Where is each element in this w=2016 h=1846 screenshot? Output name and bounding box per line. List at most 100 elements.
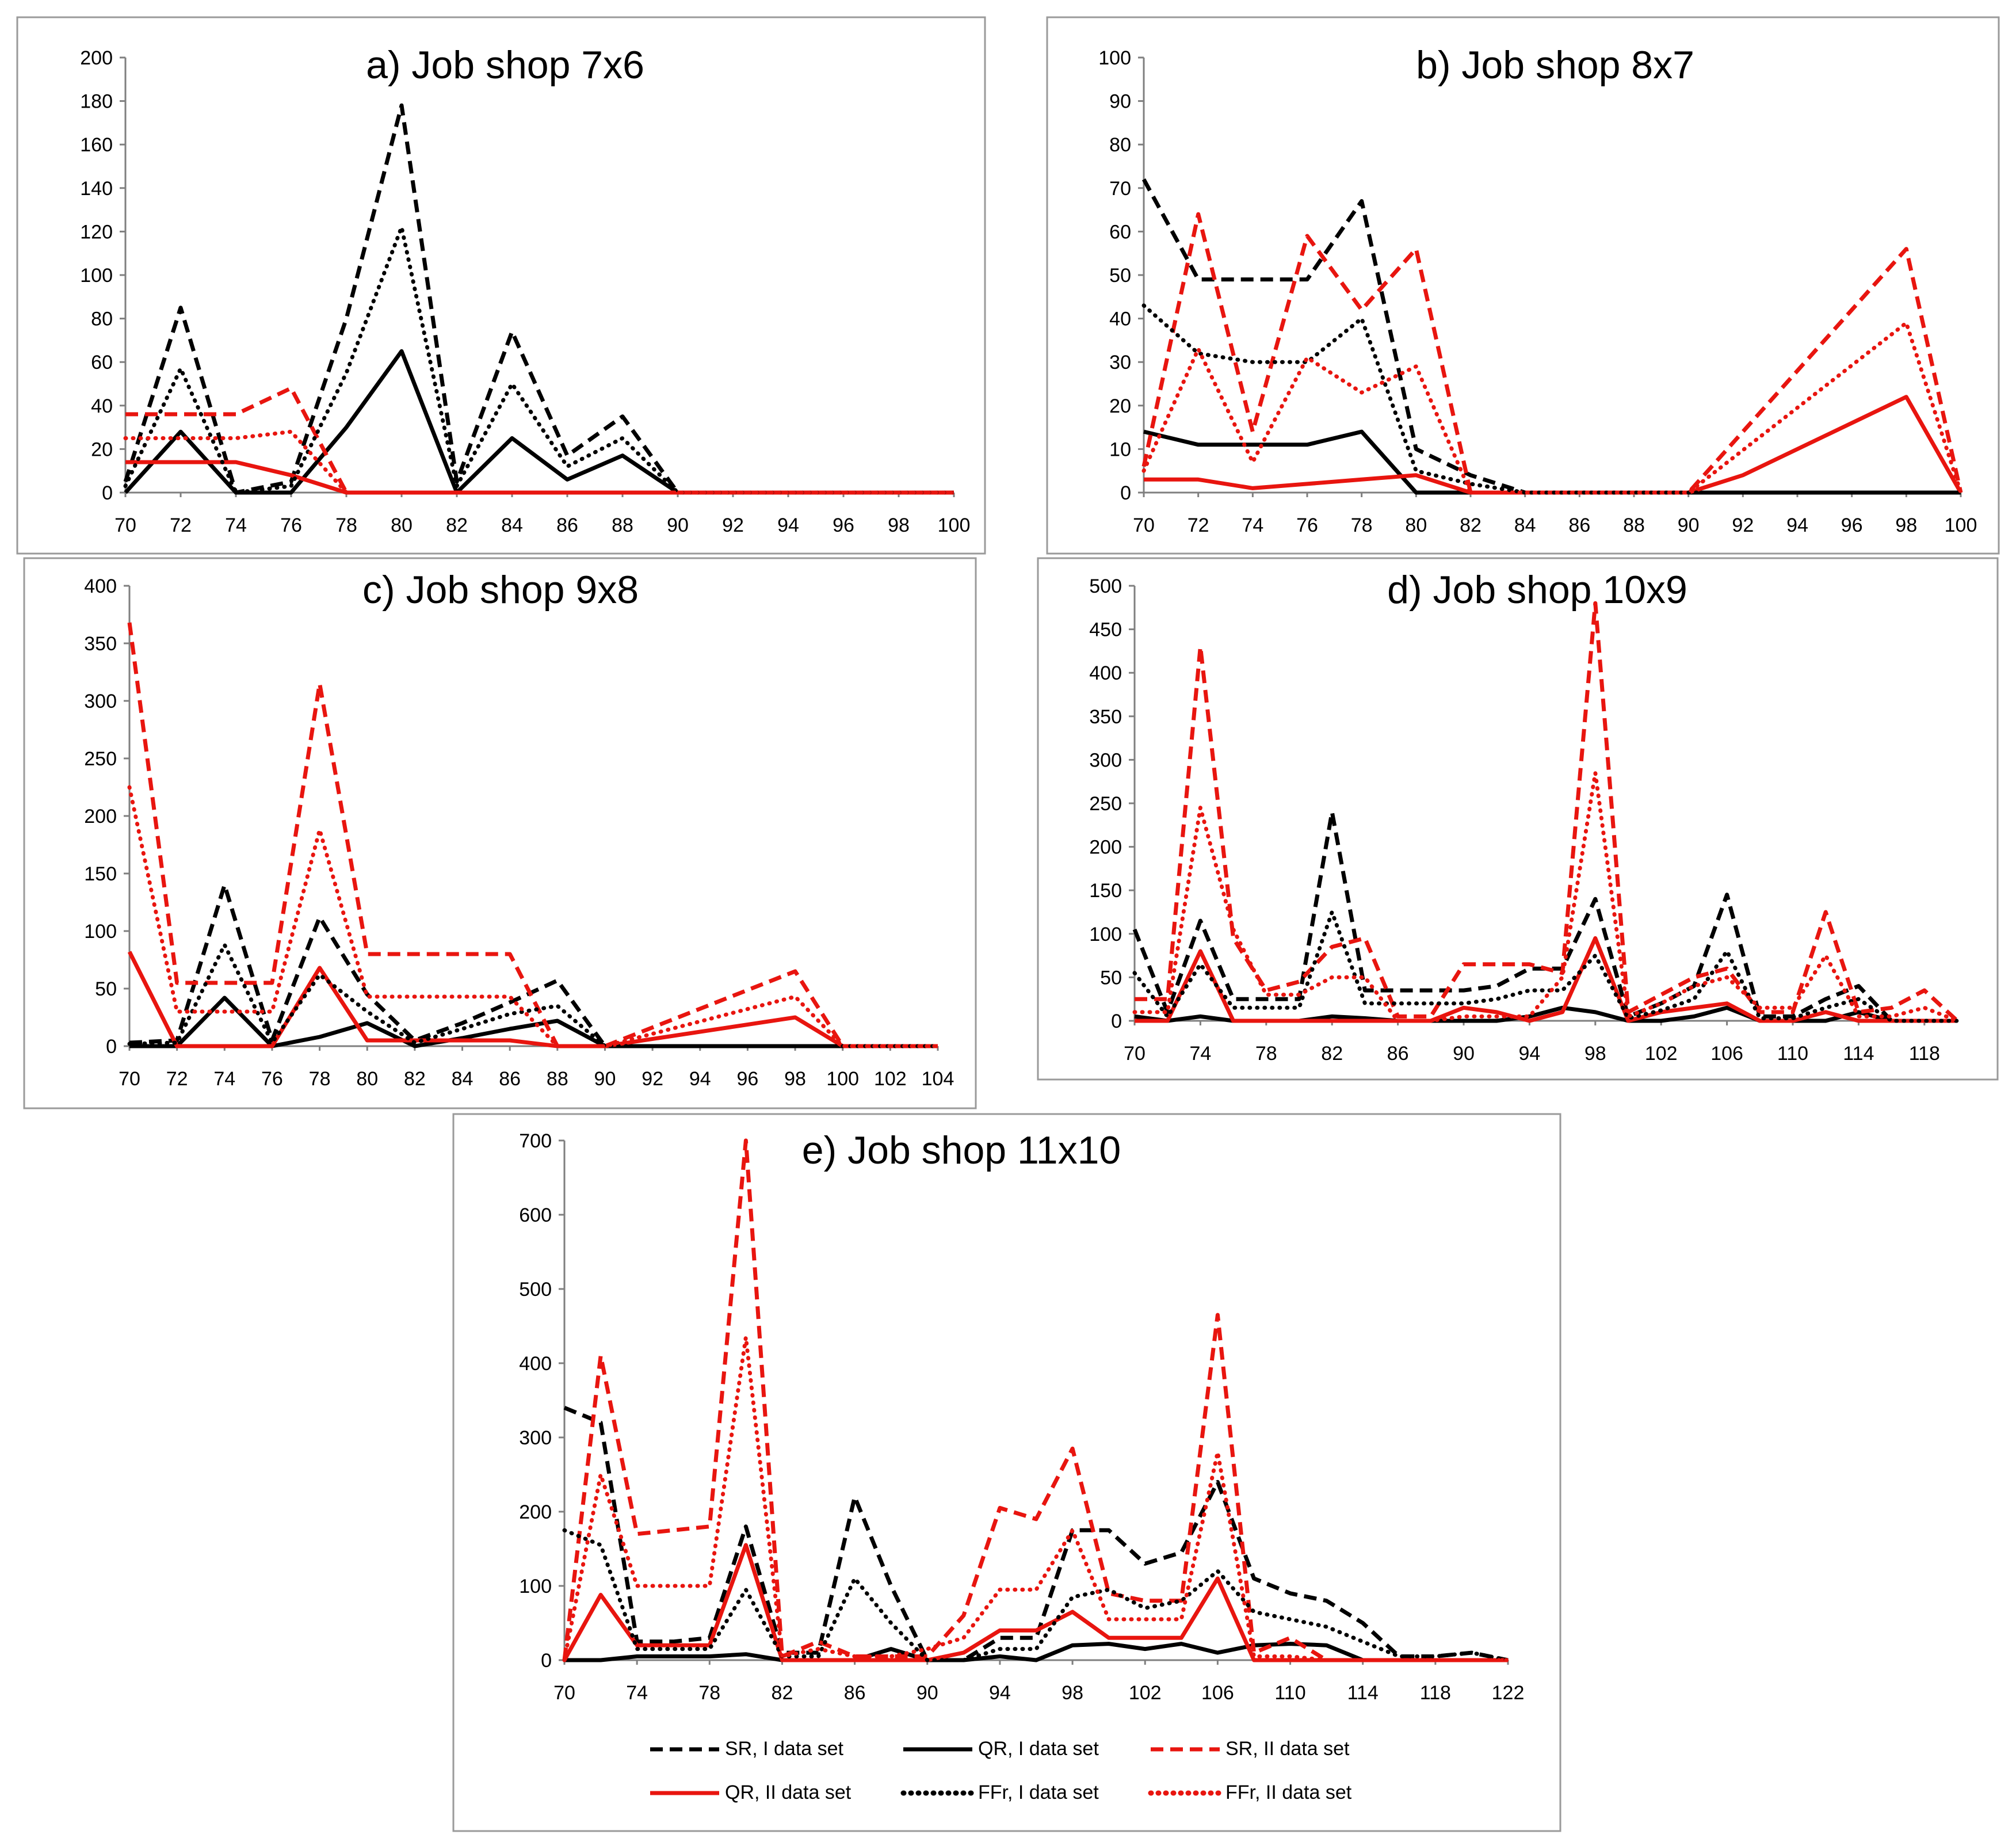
- panel-frame: [1046, 16, 2000, 555]
- chart-panel-b: 0 10 20 30 40 50 60 70 80 90 100 70 72 74 76 78 80 82 84 86…: [1046, 16, 2000, 555]
- legend-label: FFr, I data set: [978, 1782, 1099, 1803]
- y-tick-label: 140: [80, 178, 113, 200]
- x-tick-label: 84: [501, 514, 523, 536]
- legend-label: SR, I data set: [725, 1738, 843, 1760]
- x-tick-label: 100: [938, 514, 971, 536]
- chart-panel-c: 0 50 100 150 200 250 300 350 400 70 72 74 76 78 80 82 84…: [23, 557, 977, 1109]
- x-tick-label: 94: [1786, 514, 1808, 536]
- x-tick-label: 76: [1296, 514, 1318, 536]
- x-tick-label: 82: [404, 1068, 426, 1090]
- x-tick-label: 102: [1129, 1682, 1162, 1704]
- x-tick-label: 70: [553, 1682, 575, 1704]
- legend-item: QR, II data set: [644, 1776, 898, 1810]
- x-tick-label: 88: [612, 514, 633, 536]
- y-tick-label: 250: [1089, 793, 1122, 815]
- x-tick-label: 82: [446, 514, 468, 536]
- x-tick-label: 90: [1453, 1043, 1475, 1065]
- x-tick-label: 98: [784, 1068, 806, 1090]
- y-tick-label: 600: [519, 1204, 552, 1226]
- x-tick-label: 90: [594, 1068, 616, 1090]
- legend-item: FFr, II data set: [1145, 1776, 1433, 1810]
- y-tick-label: 80: [1109, 134, 1131, 156]
- series-line: [1141, 212, 1963, 495]
- y-tick-label: 450: [1089, 619, 1122, 641]
- series-line: [127, 785, 940, 1048]
- x-tick-label: 114: [1347, 1682, 1379, 1704]
- y-tick-label: 90: [1109, 91, 1131, 113]
- x-tick-label: 72: [166, 1068, 188, 1090]
- x-tick-label: 96: [833, 514, 854, 536]
- series-line: [127, 622, 938, 1048]
- x-tick-label: 74: [1242, 514, 1263, 536]
- y-tick-label: 100: [80, 265, 113, 287]
- series-line: [563, 1406, 1509, 1662]
- legend-label: QR, II data set: [725, 1782, 852, 1803]
- y-tick-label: 150: [1089, 880, 1122, 902]
- y-tick-label: 60: [91, 352, 113, 373]
- x-tick-label: 78: [1351, 514, 1373, 536]
- series-line: [1132, 810, 1957, 1023]
- series-line: [1144, 395, 1963, 495]
- x-tick-label: 118: [1420, 1682, 1451, 1704]
- y-tick-label: 50: [1100, 967, 1122, 989]
- y-tick-label: 0: [102, 482, 113, 504]
- chart-title: a) Job shop 7x6: [366, 43, 644, 87]
- x-tick-label: 106: [1710, 1043, 1743, 1065]
- series-line: [127, 951, 938, 1048]
- series-line: [129, 996, 938, 1048]
- x-tick-label: 90: [1678, 514, 1700, 536]
- x-tick-label: 110: [1274, 1682, 1305, 1704]
- x-tick-label: 74: [213, 1068, 235, 1090]
- series-line: [123, 225, 956, 495]
- x-tick-label: 94: [1518, 1043, 1540, 1065]
- y-tick-label: 400: [519, 1353, 552, 1375]
- y-tick-label: 250: [84, 748, 117, 770]
- y-tick-label: 0: [541, 1650, 552, 1672]
- x-tick-label: 106: [1201, 1682, 1234, 1704]
- legend-item: QR, I data set: [898, 1732, 1151, 1767]
- series-line: [1132, 771, 1960, 1023]
- y-tick-label: 70: [1109, 178, 1131, 200]
- series-line: [123, 429, 956, 495]
- x-tick-label: 78: [698, 1682, 720, 1704]
- y-tick-label: 350: [84, 633, 117, 655]
- y-tick-label: 100: [1089, 924, 1122, 945]
- x-tick-label: 102: [874, 1068, 907, 1090]
- legend-item: FFr, I data set: [898, 1776, 1151, 1810]
- x-tick-label: 88: [547, 1068, 568, 1090]
- x-tick-label: 90: [667, 514, 689, 536]
- y-tick-label: 20: [91, 438, 113, 460]
- x-tick-label: 114: [1843, 1043, 1874, 1065]
- x-tick-label: 70: [1124, 1043, 1146, 1065]
- x-tick-label: 76: [261, 1068, 283, 1090]
- chart-panel-a: 0 20 40 60 80 100 120 140 160 180 200 70 72 74 76 78 80 8…: [16, 16, 986, 555]
- series-line: [562, 1335, 1510, 1662]
- x-tick-label: 118: [1909, 1043, 1940, 1065]
- x-tick-label: 98: [1062, 1682, 1083, 1704]
- y-tick-label: 200: [80, 47, 113, 69]
- series-line: [564, 1642, 1508, 1662]
- y-tick-label: 50: [95, 978, 117, 1000]
- y-tick-label: 400: [1089, 662, 1122, 684]
- y-tick-label: 400: [84, 575, 117, 597]
- series-line: [129, 883, 938, 1048]
- x-tick-label: 104: [922, 1068, 954, 1090]
- legend-label: SR, II data set: [1225, 1738, 1350, 1760]
- y-tick-label: 80: [91, 308, 113, 330]
- series-line: [127, 943, 940, 1048]
- x-tick-label: 70: [114, 514, 136, 536]
- series-line: [1135, 601, 1959, 1023]
- x-tick-label: 102: [1645, 1043, 1678, 1065]
- x-tick-label: 92: [722, 514, 744, 536]
- y-tick-label: 100: [84, 921, 117, 943]
- y-tick-label: 180: [80, 91, 113, 113]
- x-tick-label: 80: [391, 514, 413, 536]
- chart-title: d) Job shop 10x9: [1387, 568, 1687, 612]
- x-tick-label: 86: [499, 1068, 521, 1090]
- x-tick-label: 78: [309, 1068, 331, 1090]
- y-tick-label: 200: [84, 806, 117, 827]
- x-tick-label: 70: [1133, 514, 1155, 536]
- y-tick-label: 350: [1089, 706, 1122, 728]
- x-tick-label: 86: [1387, 1043, 1409, 1065]
- chart-panel-d: 0 50 100 150 200 250 300 350 400 450 500 70 74 78 82 86…: [1037, 557, 1999, 1081]
